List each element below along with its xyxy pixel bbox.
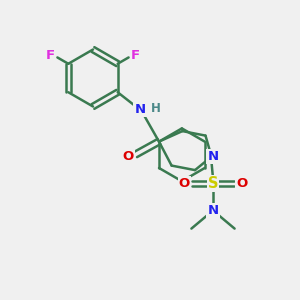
Text: O: O: [179, 177, 190, 190]
Text: O: O: [236, 177, 247, 190]
Text: N: N: [207, 204, 219, 217]
Text: O: O: [122, 150, 134, 164]
Text: S: S: [208, 176, 218, 191]
Text: F: F: [46, 50, 56, 62]
Text: H: H: [151, 101, 161, 115]
Text: N: N: [207, 150, 219, 163]
Text: N: N: [134, 103, 146, 116]
Text: F: F: [130, 50, 140, 62]
